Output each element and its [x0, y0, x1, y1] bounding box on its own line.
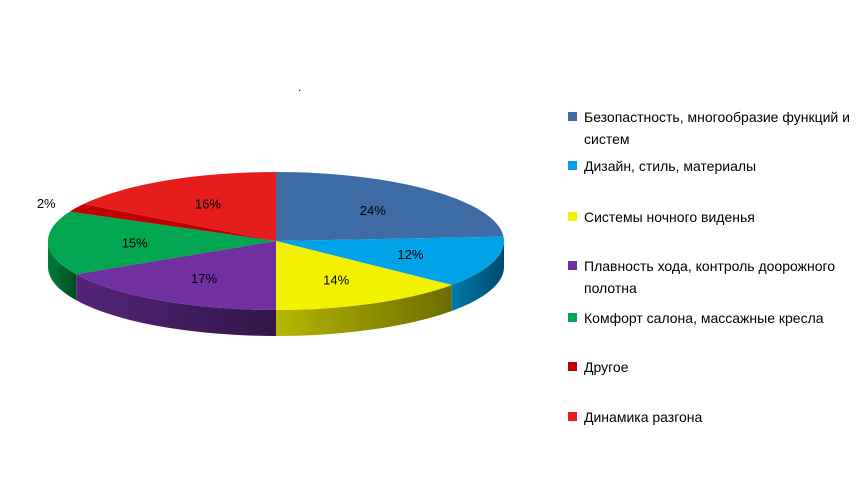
pie-data-label-4: 15% — [122, 235, 148, 250]
pie-slice-1 — [276, 236, 505, 285]
legend-swatch-4 — [568, 313, 577, 322]
pie-slice-3 — [76, 241, 276, 310]
pie-side-3 — [76, 274, 276, 336]
legend-swatch-5 — [568, 362, 577, 371]
legend-swatch-6 — [568, 412, 577, 421]
legend-label-0: Безопастность, многообразие функций и си… — [584, 109, 850, 147]
pie-side-2 — [276, 284, 452, 337]
pie-top-faces — [47, 172, 505, 310]
pie-side-4 — [48, 241, 77, 301]
pie-slice-2 — [276, 241, 452, 310]
pie-side-1 — [451, 241, 504, 311]
legend-swatch-3 — [568, 261, 577, 270]
pie-data-label-3: 17% — [191, 271, 217, 286]
legend-swatch-0 — [568, 112, 577, 121]
legend-swatch-1 — [568, 161, 577, 170]
legend-label-4: Комфорт салона, массажные кресла — [584, 310, 824, 326]
legend-swatch-2 — [568, 212, 577, 221]
legend-label-5: Другое — [584, 359, 629, 375]
pie-slice-6 — [83, 172, 277, 241]
legend-label-6: Динамика разгона — [584, 409, 703, 425]
pie-data-label-1: 12% — [397, 247, 423, 262]
stray-mark: . — [298, 80, 302, 94]
legend-label-1: Дизайн, стиль, материалы — [584, 158, 757, 174]
pie-slice-4 — [47, 211, 276, 275]
pie-data-label-2: 14% — [323, 273, 349, 288]
legend-label-3: Плавность хода, контроль доорожного поло… — [584, 258, 836, 296]
pie-slice-5 — [69, 204, 276, 241]
pie-data-label-6: 16% — [195, 197, 221, 212]
pie-side-walls — [48, 241, 504, 337]
pie-data-label-5: 2% — [37, 196, 56, 211]
pie-slice-0 — [276, 172, 504, 241]
legend-label-2: Системы ночного виденья — [584, 209, 755, 225]
pie-data-label-0: 24% — [360, 203, 386, 218]
